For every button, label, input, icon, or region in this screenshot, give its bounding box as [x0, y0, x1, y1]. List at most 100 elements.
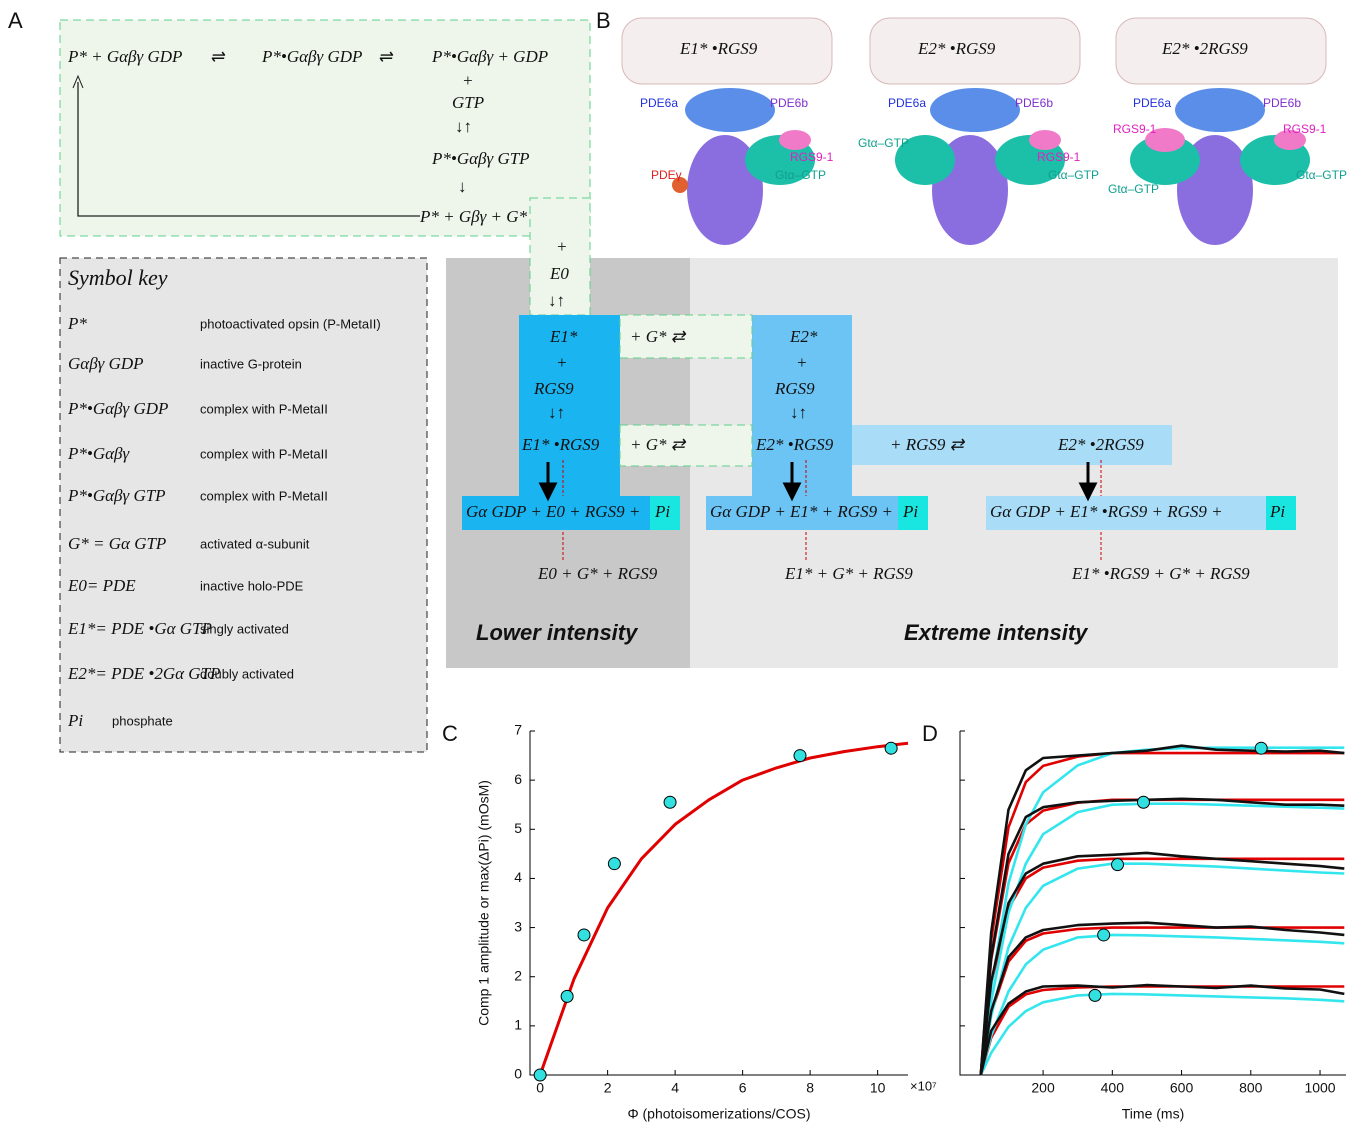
scheme-text: E2* •RGS9 [755, 435, 834, 454]
x-tick-label: 0 [536, 1080, 544, 1096]
point [1098, 929, 1110, 941]
key-symbol: G* = Gα GTP [68, 534, 166, 553]
line [540, 743, 908, 1075]
structure-label: RGS9-1 [790, 150, 834, 164]
x-tick-label: 1000 [1304, 1080, 1335, 1096]
scheme-text: Pi [902, 502, 918, 521]
scheme-text: + [556, 353, 567, 372]
scheme-text: + [796, 353, 807, 372]
x-multiplier: ×10⁷ [910, 1078, 937, 1093]
y-tick-label: 0 [514, 1066, 522, 1082]
structure-title: E2* •2RGS9 [1161, 39, 1248, 58]
key-symbol: P*•Gαβγ GDP [67, 399, 168, 418]
y-tick-label: 5 [514, 820, 522, 836]
x-tick-label: 6 [739, 1080, 747, 1096]
key-symbol: Gαβγ GDP [68, 354, 144, 373]
scheme-text: E2* •2RGS9 [1057, 435, 1144, 454]
x-tick-label: 8 [806, 1080, 814, 1096]
scheme-text: + G* ⇄ [630, 435, 687, 454]
structure-label: PDE6a [640, 96, 678, 110]
y-tick-label: 4 [514, 869, 522, 885]
y-tick-label: 3 [514, 918, 522, 934]
point [534, 1069, 546, 1081]
scheme-text: ↓↑ [548, 291, 565, 310]
panel-label: D [922, 721, 938, 746]
line [981, 853, 1345, 1075]
key-description: inactive G-protein [200, 356, 302, 371]
structure-label: PDE6a [888, 96, 926, 110]
scheme-text: ⇌ [378, 47, 394, 66]
scheme-text: + G* ⇄ [630, 327, 687, 346]
key-symbol: Pi [67, 711, 83, 730]
key-symbol: E1*= PDE •Gα GTP [67, 619, 212, 638]
scheme-text: P*•Gαβγ GTP [431, 149, 530, 168]
key-symbol: P* [67, 314, 87, 333]
structure-label: Gtα–GTP [858, 136, 909, 150]
y-tick-label: 1 [514, 1017, 522, 1033]
scheme-text: ↓↑ [455, 117, 472, 136]
point [1089, 989, 1101, 1001]
key-description: activated α-subunit [200, 536, 310, 551]
point [561, 990, 573, 1002]
panel-label: A [8, 8, 23, 33]
key-description: complex with P-MetaII [200, 488, 328, 503]
structure-title: E2* •RGS9 [917, 39, 996, 58]
line [981, 994, 1345, 1075]
scheme-text: E2* [789, 327, 818, 346]
scheme-text: + RGS9 ⇄ [890, 435, 966, 454]
scheme-text: Pi [1269, 502, 1285, 521]
line [981, 753, 1345, 1075]
x-tick-label: 10 [870, 1080, 886, 1096]
x-axis-label: Φ (photoisomerizations/COS) [627, 1106, 810, 1122]
intensity-label: Extreme intensity [904, 620, 1089, 645]
scheme-text: RGS9 [774, 379, 815, 398]
structure-label: PDE6a [1133, 96, 1171, 110]
scheme-text: Gα GDP + E0 + RGS9 + [466, 502, 640, 521]
scheme-text: P* + Gαβγ GDP [67, 47, 182, 66]
scheme-text: ↓↑ [790, 403, 807, 422]
point [664, 796, 676, 808]
x-tick-label: 4 [671, 1080, 679, 1096]
y-tick-label: 6 [514, 771, 522, 787]
scheme-text: ↓ [458, 177, 467, 196]
scheme-text: ⇌ [210, 47, 226, 66]
line [981, 864, 1345, 1075]
line [981, 928, 1345, 1075]
point [578, 929, 590, 941]
scheme-text: P* + Gβγ + G* [419, 207, 528, 226]
point [1137, 796, 1149, 808]
x-tick-label: 800 [1239, 1080, 1263, 1096]
scheme-text: RGS9 [533, 379, 574, 398]
x-tick-label: 400 [1101, 1080, 1125, 1096]
key-description: phosphate [112, 713, 173, 728]
figure: A B C D E1* •RGS9 E2* •RGS9 E2* •2RGS9 P… [0, 0, 1354, 1130]
intensity-label: Lower intensity [476, 620, 639, 645]
point [1112, 859, 1124, 871]
key-symbol: P*•Gαβγ [67, 444, 131, 463]
scheme-text: E0 [549, 264, 569, 283]
key-description: complex with P-MetaII [200, 446, 328, 461]
key-description: inactive holo-PDE [200, 578, 304, 593]
structure-label: RGS9-1 [1037, 150, 1081, 164]
point [1255, 742, 1267, 754]
scheme-text: P*•Gαβγ GDP [261, 47, 362, 66]
structure-label: Gtα–GTP [1296, 168, 1347, 182]
structure-label: PDE6b [1015, 96, 1053, 110]
structure-label: Gtα–GTP [775, 168, 826, 182]
key-symbol: E0= PDE [67, 576, 136, 595]
line [981, 859, 1345, 1075]
key-description: complex with P-MetaII [200, 401, 328, 416]
scheme-text: + [462, 71, 473, 90]
panel-label: C [442, 721, 458, 746]
structure-label: PDEγ [651, 168, 682, 182]
x-axis-label: Time (ms) [1122, 1106, 1184, 1122]
x-tick-label: 600 [1170, 1080, 1194, 1096]
key-description: singly activated [200, 621, 289, 636]
point [885, 742, 897, 754]
key-title: Symbol key [68, 265, 168, 290]
structure-label: Gtα–GTP [1048, 168, 1099, 182]
structure-label: RGS9-1 [1113, 122, 1157, 136]
key-symbol: P*•Gαβγ GTP [67, 486, 166, 505]
line [981, 748, 1345, 1075]
key-symbol: E2*= PDE •2Gα GTP [67, 664, 220, 683]
